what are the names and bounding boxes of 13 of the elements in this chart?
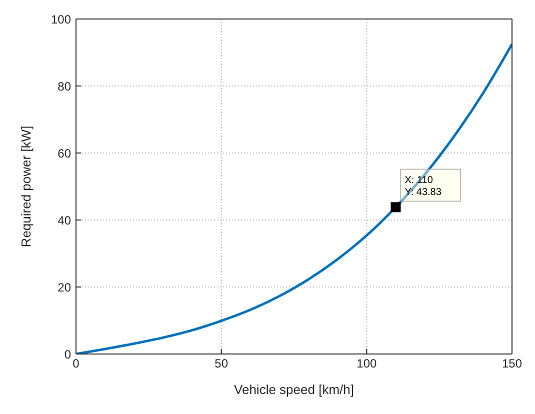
x-tick-label: 100 [356, 356, 377, 371]
datatip: X: 110 Y: 43.83 [390, 168, 462, 212]
x-axis-title: Vehicle speed [km/h] [234, 382, 354, 397]
y-axis-title: Required power [kW] [18, 126, 34, 248]
annotation: X: 110 Y: 43.83 [404, 175, 442, 198]
y-tick-label: 80 [58, 79, 72, 94]
y-tick-label: 100 [50, 12, 72, 26]
x-tick-label: 50 [214, 356, 228, 371]
y-tick-label: 20 [58, 280, 72, 294]
x-tick-label: 150 [502, 356, 522, 371]
y-tick-label: 40 [58, 213, 72, 228]
y-tick-label: 0 [64, 347, 72, 362]
y-tick-label: 60 [58, 146, 72, 160]
